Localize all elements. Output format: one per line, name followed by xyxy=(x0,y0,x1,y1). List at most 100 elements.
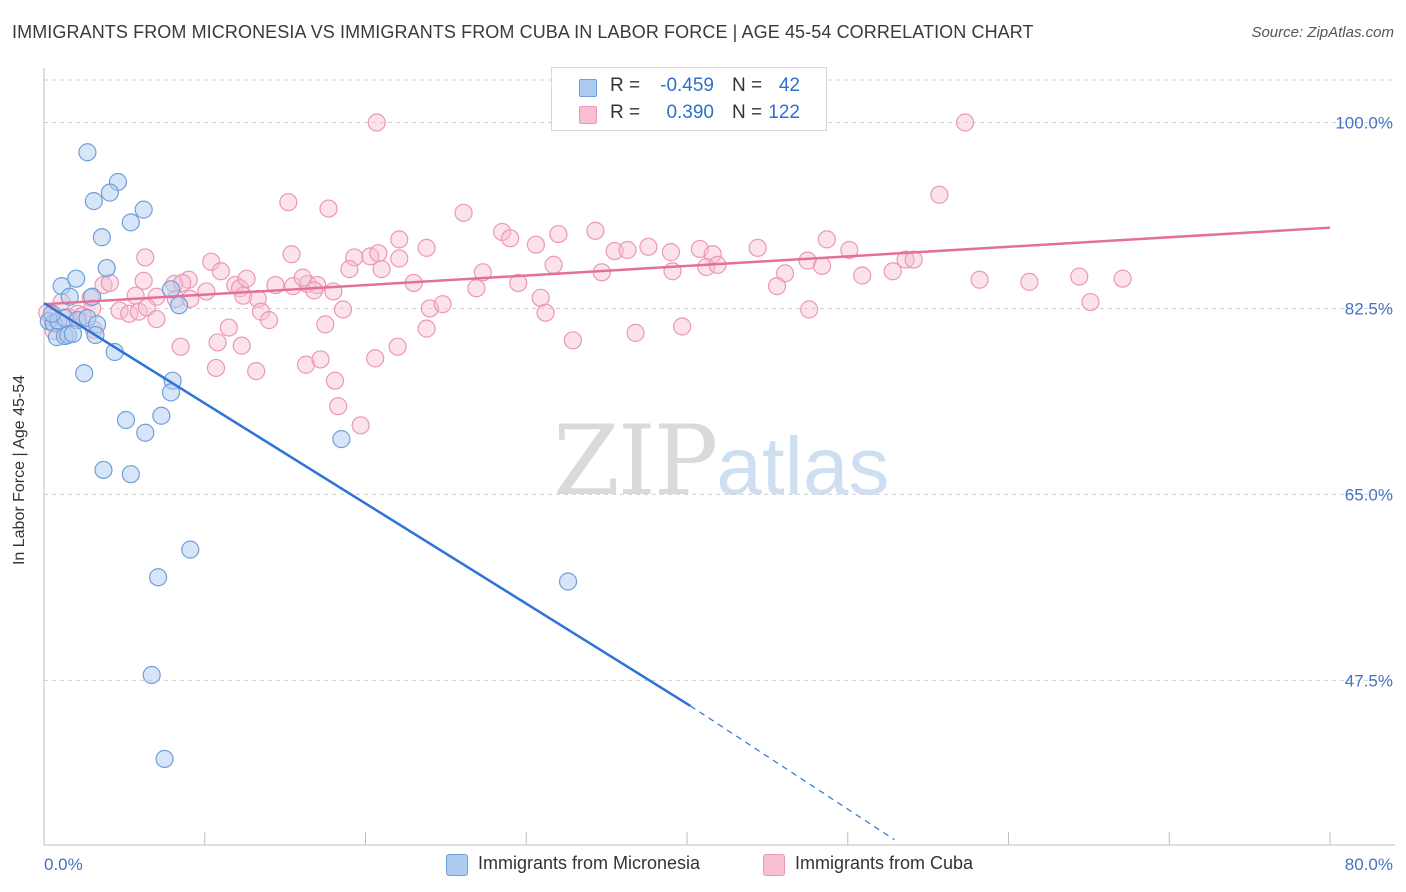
cuba-point xyxy=(454,203,473,222)
legend-n-label: N = xyxy=(732,75,763,96)
micronesia-point xyxy=(169,296,189,315)
series-legend-label: Immigrants from Micronesia xyxy=(478,853,701,873)
micronesia-point xyxy=(181,540,200,559)
micronesia-point xyxy=(136,423,155,442)
series-legend: Immigrants from Micronesia Immigrants fr… xyxy=(0,852,1406,878)
cuba-point xyxy=(767,277,787,296)
cuba-point xyxy=(211,262,230,281)
legend-r-value: -0.459 xyxy=(660,75,714,96)
micronesia-trend-line xyxy=(43,302,691,707)
cuba-point xyxy=(697,257,716,277)
micronesia-point xyxy=(84,192,103,211)
cuba-point xyxy=(340,260,359,279)
chart-source: Source: ZipAtlas.com xyxy=(1251,24,1394,41)
cuba-point xyxy=(325,371,345,390)
micronesia-point xyxy=(60,287,79,306)
cuba-point xyxy=(282,245,301,264)
series-swatch-cuba xyxy=(763,854,785,876)
cuba-point xyxy=(840,240,859,260)
micronesia-point xyxy=(152,406,171,425)
cuba-point xyxy=(800,300,819,319)
cuba-point xyxy=(661,243,681,262)
micronesia-point xyxy=(92,228,111,247)
micronesia-point xyxy=(116,410,136,430)
cuba-point xyxy=(1081,292,1100,312)
cuba-point xyxy=(333,300,353,319)
micronesia-point xyxy=(149,568,168,587)
cuba-point xyxy=(883,262,902,281)
y-tick-label: 100.0% xyxy=(1335,114,1393,133)
chart-title: IMMIGRANTS FROM MICRONESIA VS IMMIGRANTS… xyxy=(12,22,1034,42)
cuba-point xyxy=(390,230,409,249)
micronesia-point xyxy=(134,200,153,219)
cuba-point xyxy=(473,263,492,282)
cuba-point xyxy=(304,281,324,300)
cuba-point xyxy=(626,323,645,342)
cuba-point xyxy=(219,318,238,337)
cuba-point xyxy=(279,193,298,212)
micronesia-point xyxy=(161,383,181,402)
cuba-point xyxy=(904,250,923,269)
legend-n-value: 122 xyxy=(768,102,800,123)
cuba-point xyxy=(110,301,129,320)
micronesia-point xyxy=(121,465,140,484)
cuba-point xyxy=(247,362,266,381)
cuba-point xyxy=(197,282,216,301)
micronesia-point xyxy=(94,460,113,480)
cuba-point xyxy=(467,279,486,298)
x-tick-label: 80.0% xyxy=(1345,855,1393,874)
y-tick-label: 47.5% xyxy=(1345,671,1393,690)
cuba-point xyxy=(100,273,120,293)
cuba-point xyxy=(1020,272,1039,291)
cuba-point xyxy=(549,224,568,244)
cuba-point xyxy=(853,266,872,285)
watermark-atlas: atlas xyxy=(716,421,890,512)
cuba-point xyxy=(970,270,989,289)
legend-n-label: N = xyxy=(732,102,763,123)
cuba-point xyxy=(232,336,251,355)
cuba-point xyxy=(319,199,338,218)
cuba-point xyxy=(208,333,227,352)
cuba-point xyxy=(1070,267,1089,286)
cuba-point xyxy=(509,273,528,293)
axis-layer xyxy=(43,68,1395,846)
cuba-point xyxy=(206,358,226,378)
micronesia-point xyxy=(78,143,97,162)
cuba-point xyxy=(372,260,391,279)
cuba-point xyxy=(367,113,386,132)
cuba-point xyxy=(930,185,949,204)
watermark-zip: ZIP xyxy=(553,405,718,517)
cuba-point xyxy=(1113,269,1132,288)
micronesia-trend-extension xyxy=(689,705,895,841)
legend-swatch-cuba xyxy=(579,106,597,124)
cuba-point xyxy=(388,337,407,356)
cuba-point xyxy=(134,271,153,290)
cuba-point xyxy=(639,237,658,256)
cuba-point xyxy=(563,331,582,350)
cuba-point xyxy=(311,350,330,369)
cuba-point xyxy=(351,416,370,435)
cuba-point xyxy=(748,238,767,257)
cuba-point xyxy=(171,337,190,356)
cuba-point xyxy=(202,252,221,271)
cuba-point xyxy=(329,397,348,416)
micronesia-point xyxy=(75,364,94,383)
micronesia-point xyxy=(67,269,86,288)
grid-layer xyxy=(44,79,1395,681)
cuba-point xyxy=(417,319,436,338)
legend-r-value: 0.390 xyxy=(666,102,714,123)
cuba-point xyxy=(390,249,409,268)
cuba-point xyxy=(136,248,155,267)
micronesia-point xyxy=(63,324,83,344)
cuba-point xyxy=(433,295,452,314)
cuba-point xyxy=(316,315,335,334)
micronesia-point xyxy=(97,258,116,278)
cuba-point xyxy=(366,349,385,368)
series-legend-label: Immigrants from Cuba xyxy=(795,853,974,873)
x-tick-label: 0.0% xyxy=(44,855,83,874)
micronesia-points xyxy=(39,143,578,769)
tick-labels: 47.5% 65.0% 82.5% 100.0% 0.0% 80.0% xyxy=(44,114,1393,875)
cuba-point xyxy=(526,235,545,254)
cuba-point xyxy=(544,255,563,274)
